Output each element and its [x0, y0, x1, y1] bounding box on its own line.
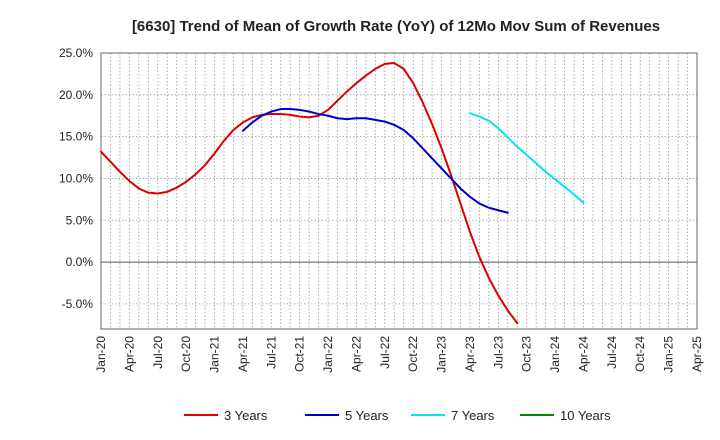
- legend-label-3-years: 3 Years: [224, 408, 268, 423]
- x-tick-label: Oct-21: [293, 336, 307, 372]
- grid-layer: [101, 52, 697, 329]
- x-tick-label: Apr-23: [463, 336, 477, 372]
- x-tick-label: Apr-25: [690, 336, 704, 372]
- chart-title: [6630] Trend of Mean of Growth Rate (YoY…: [132, 18, 660, 35]
- x-tick-label: Apr-22: [349, 336, 363, 372]
- x-tick-label: Apr-21: [236, 336, 250, 372]
- y-tick-label: -5.0%: [62, 297, 94, 311]
- plot-area: [101, 53, 697, 329]
- x-tick-label: Apr-24: [576, 336, 590, 372]
- y-tick-label: 15.0%: [59, 130, 93, 144]
- x-tick-label: Jan-25: [662, 336, 676, 373]
- x-tick-label: Jan-24: [548, 336, 562, 373]
- x-tick-label: Apr-20: [122, 336, 136, 372]
- series-line-5-years: [241, 108, 509, 214]
- series-line-3-years: [100, 62, 519, 325]
- x-tick-label: Jul-21: [264, 336, 278, 369]
- y-tick-label: 10.0%: [59, 171, 93, 185]
- series-layer: [100, 62, 585, 325]
- y-tick-label: 20.0%: [59, 88, 93, 102]
- x-tick-label: Oct-22: [406, 336, 420, 372]
- x-tick-label: Jan-21: [208, 336, 222, 373]
- x-tick-label: Jul-20: [151, 336, 165, 369]
- axis-layer: 25.0% 20.0% 15.0% 10.0% 5.0% 0.0% -5.0% Jan-20 A…: [59, 46, 704, 373]
- x-tick-label: Jan-20: [94, 336, 108, 373]
- x-tick-label: Oct-23: [520, 336, 534, 372]
- legend-label-7-years: 7 Years: [451, 408, 495, 423]
- y-tick-label: 0.0%: [66, 255, 94, 269]
- y-tick-label: 5.0%: [66, 213, 94, 227]
- series-line-7-years: [468, 112, 585, 204]
- legend-label-10-years: 10 Years: [560, 408, 611, 423]
- legend-label-5-years: 5 Years: [345, 408, 389, 423]
- legend: 3 Years 5 Years 7 Years 10 Years: [184, 408, 611, 423]
- x-tick-label: Jan-22: [321, 336, 335, 373]
- x-tick-label: Jul-23: [491, 336, 505, 369]
- x-tick-label: Oct-20: [179, 336, 193, 372]
- plot-border: [100, 52, 698, 330]
- x-tick-label: Jul-24: [605, 336, 619, 369]
- y-tick-label: 25.0%: [59, 46, 93, 60]
- x-tick-label: Jul-22: [378, 336, 392, 369]
- x-tick-label: Oct-24: [633, 336, 647, 372]
- x-tick-label: Jan-23: [435, 336, 449, 373]
